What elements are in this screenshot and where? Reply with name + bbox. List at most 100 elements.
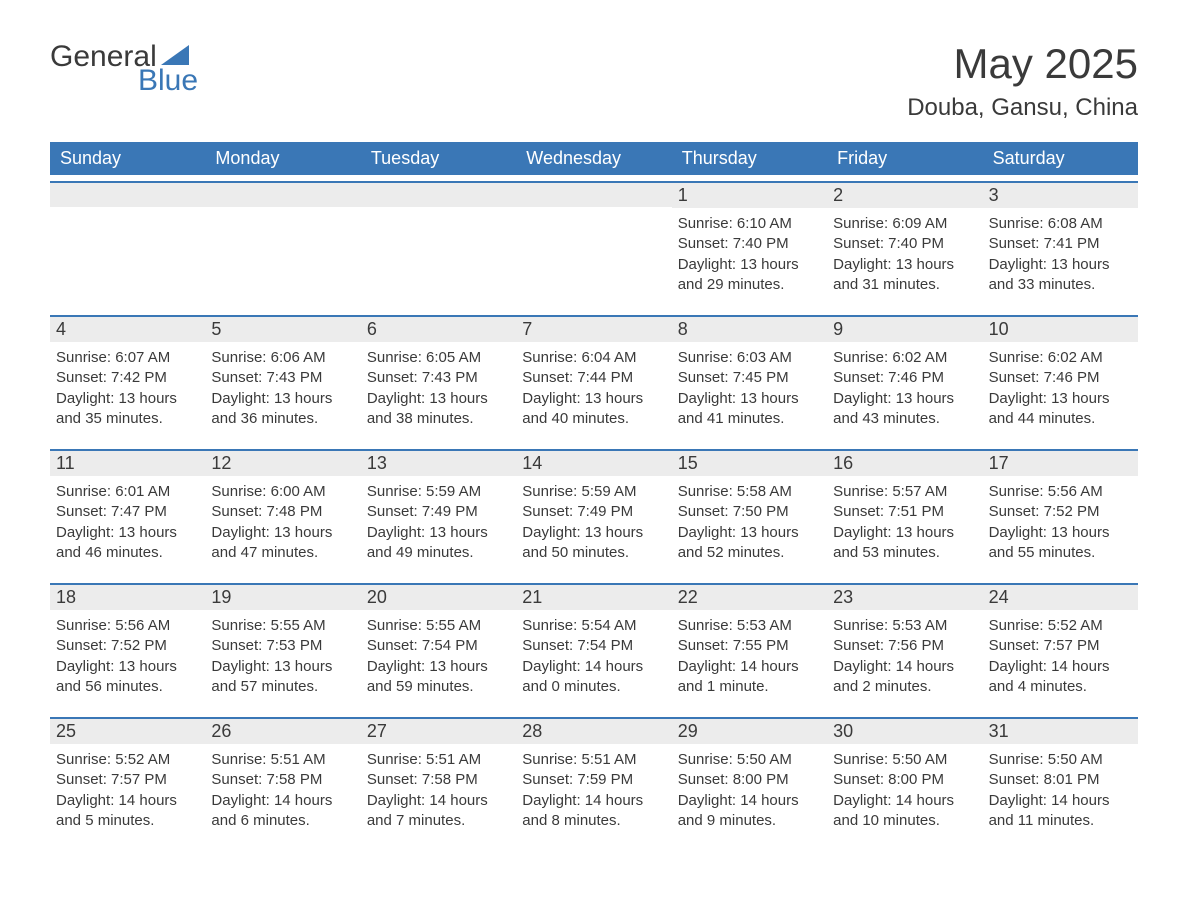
sunset-line: Sunset: 7:49 PM xyxy=(522,502,665,522)
daylight-line: Daylight: 13 hours and 43 minutes. xyxy=(833,389,976,430)
week-row: 18Sunrise: 5:56 AMSunset: 7:52 PMDayligh… xyxy=(50,583,1138,711)
weekday-header: Thursday xyxy=(672,142,827,175)
day-cell: 15Sunrise: 5:58 AMSunset: 7:50 PMDayligh… xyxy=(672,449,827,577)
sunrise-line: Sunrise: 5:55 AM xyxy=(211,616,354,636)
sunset-line: Sunset: 7:41 PM xyxy=(989,234,1132,254)
day-number: 22 xyxy=(672,583,827,610)
day-details: Sunrise: 5:55 AMSunset: 7:54 PMDaylight:… xyxy=(361,610,516,697)
sunset-line: Sunset: 7:42 PM xyxy=(56,368,199,388)
daylight-line: Daylight: 13 hours and 53 minutes. xyxy=(833,523,976,564)
sunset-line: Sunset: 7:57 PM xyxy=(989,636,1132,656)
weekday-header-row: SundayMondayTuesdayWednesdayThursdayFrid… xyxy=(50,142,1138,175)
page-header: General Blue May 2025 Douba, Gansu, Chin… xyxy=(50,40,1138,122)
day-details: Sunrise: 5:55 AMSunset: 7:53 PMDaylight:… xyxy=(205,610,360,697)
sunrise-line: Sunrise: 5:57 AM xyxy=(833,482,976,502)
day-number: 6 xyxy=(361,315,516,342)
day-number xyxy=(205,181,360,207)
day-number: 1 xyxy=(672,181,827,208)
day-cell: 18Sunrise: 5:56 AMSunset: 7:52 PMDayligh… xyxy=(50,583,205,711)
day-cell: 24Sunrise: 5:52 AMSunset: 7:57 PMDayligh… xyxy=(983,583,1138,711)
sunset-line: Sunset: 7:57 PM xyxy=(56,770,199,790)
day-cell: 13Sunrise: 5:59 AMSunset: 7:49 PMDayligh… xyxy=(361,449,516,577)
day-details: Sunrise: 5:50 AMSunset: 8:00 PMDaylight:… xyxy=(827,744,982,831)
daylight-line: Daylight: 13 hours and 47 minutes. xyxy=(211,523,354,564)
day-number: 17 xyxy=(983,449,1138,476)
day-number: 2 xyxy=(827,181,982,208)
daylight-line: Daylight: 13 hours and 35 minutes. xyxy=(56,389,199,430)
day-cell: 11Sunrise: 6:01 AMSunset: 7:47 PMDayligh… xyxy=(50,449,205,577)
day-details: Sunrise: 5:50 AMSunset: 8:01 PMDaylight:… xyxy=(983,744,1138,831)
daylight-line: Daylight: 14 hours and 2 minutes. xyxy=(833,657,976,698)
daylight-line: Daylight: 13 hours and 41 minutes. xyxy=(678,389,821,430)
sunset-line: Sunset: 7:40 PM xyxy=(678,234,821,254)
day-details: Sunrise: 5:56 AMSunset: 7:52 PMDaylight:… xyxy=(50,610,205,697)
sunrise-line: Sunrise: 5:53 AM xyxy=(678,616,821,636)
sunset-line: Sunset: 7:54 PM xyxy=(522,636,665,656)
day-cell: 22Sunrise: 5:53 AMSunset: 7:55 PMDayligh… xyxy=(672,583,827,711)
daylight-line: Daylight: 14 hours and 1 minute. xyxy=(678,657,821,698)
daylight-line: Daylight: 13 hours and 31 minutes. xyxy=(833,255,976,296)
day-number: 31 xyxy=(983,717,1138,744)
day-number: 11 xyxy=(50,449,205,476)
daylight-line: Daylight: 13 hours and 29 minutes. xyxy=(678,255,821,296)
day-cell: 17Sunrise: 5:56 AMSunset: 7:52 PMDayligh… xyxy=(983,449,1138,577)
day-number: 10 xyxy=(983,315,1138,342)
day-number: 16 xyxy=(827,449,982,476)
sunset-line: Sunset: 7:56 PM xyxy=(833,636,976,656)
sunrise-line: Sunrise: 6:02 AM xyxy=(833,348,976,368)
day-number: 5 xyxy=(205,315,360,342)
day-number: 4 xyxy=(50,315,205,342)
day-details: Sunrise: 5:51 AMSunset: 7:59 PMDaylight:… xyxy=(516,744,671,831)
daylight-line: Daylight: 13 hours and 50 minutes. xyxy=(522,523,665,564)
day-cell: 28Sunrise: 5:51 AMSunset: 7:59 PMDayligh… xyxy=(516,717,671,845)
daylight-line: Daylight: 14 hours and 7 minutes. xyxy=(367,791,510,832)
sunrise-line: Sunrise: 6:07 AM xyxy=(56,348,199,368)
sunset-line: Sunset: 7:46 PM xyxy=(833,368,976,388)
location-text: Douba, Gansu, China xyxy=(907,94,1138,122)
sunrise-line: Sunrise: 5:50 AM xyxy=(989,750,1132,770)
day-number: 3 xyxy=(983,181,1138,208)
day-cell: 23Sunrise: 5:53 AMSunset: 7:56 PMDayligh… xyxy=(827,583,982,711)
sunset-line: Sunset: 8:00 PM xyxy=(678,770,821,790)
day-cell-empty xyxy=(361,181,516,309)
sunrise-line: Sunrise: 5:50 AM xyxy=(678,750,821,770)
sunrise-line: Sunrise: 6:08 AM xyxy=(989,214,1132,234)
sunset-line: Sunset: 7:53 PM xyxy=(211,636,354,656)
week-row: 11Sunrise: 6:01 AMSunset: 7:47 PMDayligh… xyxy=(50,449,1138,577)
sunrise-line: Sunrise: 5:51 AM xyxy=(211,750,354,770)
sunrise-line: Sunrise: 5:51 AM xyxy=(367,750,510,770)
day-number: 13 xyxy=(361,449,516,476)
day-number: 9 xyxy=(827,315,982,342)
day-details: Sunrise: 6:08 AMSunset: 7:41 PMDaylight:… xyxy=(983,208,1138,295)
day-number: 25 xyxy=(50,717,205,744)
daylight-line: Daylight: 14 hours and 9 minutes. xyxy=(678,791,821,832)
day-cell: 1Sunrise: 6:10 AMSunset: 7:40 PMDaylight… xyxy=(672,181,827,309)
sunset-line: Sunset: 7:50 PM xyxy=(678,502,821,522)
daylight-line: Daylight: 13 hours and 38 minutes. xyxy=(367,389,510,430)
day-cell: 27Sunrise: 5:51 AMSunset: 7:58 PMDayligh… xyxy=(361,717,516,845)
day-cell: 2Sunrise: 6:09 AMSunset: 7:40 PMDaylight… xyxy=(827,181,982,309)
sunrise-line: Sunrise: 5:56 AM xyxy=(56,616,199,636)
sunset-line: Sunset: 7:59 PM xyxy=(522,770,665,790)
day-number: 18 xyxy=(50,583,205,610)
day-details: Sunrise: 6:04 AMSunset: 7:44 PMDaylight:… xyxy=(516,342,671,429)
day-details: Sunrise: 5:52 AMSunset: 7:57 PMDaylight:… xyxy=(50,744,205,831)
day-details: Sunrise: 6:06 AMSunset: 7:43 PMDaylight:… xyxy=(205,342,360,429)
week-row: 25Sunrise: 5:52 AMSunset: 7:57 PMDayligh… xyxy=(50,717,1138,845)
day-details: Sunrise: 6:10 AMSunset: 7:40 PMDaylight:… xyxy=(672,208,827,295)
day-cell: 19Sunrise: 5:55 AMSunset: 7:53 PMDayligh… xyxy=(205,583,360,711)
sunset-line: Sunset: 7:40 PM xyxy=(833,234,976,254)
day-details: Sunrise: 6:05 AMSunset: 7:43 PMDaylight:… xyxy=(361,342,516,429)
sunrise-line: Sunrise: 5:52 AM xyxy=(989,616,1132,636)
sunset-line: Sunset: 7:52 PM xyxy=(56,636,199,656)
day-details: Sunrise: 5:50 AMSunset: 8:00 PMDaylight:… xyxy=(672,744,827,831)
weekday-header: Saturday xyxy=(983,142,1138,175)
weekday-header: Wednesday xyxy=(516,142,671,175)
daylight-line: Daylight: 14 hours and 0 minutes. xyxy=(522,657,665,698)
day-cell: 12Sunrise: 6:00 AMSunset: 7:48 PMDayligh… xyxy=(205,449,360,577)
day-details: Sunrise: 5:54 AMSunset: 7:54 PMDaylight:… xyxy=(516,610,671,697)
day-cell: 10Sunrise: 6:02 AMSunset: 7:46 PMDayligh… xyxy=(983,315,1138,443)
daylight-line: Daylight: 14 hours and 8 minutes. xyxy=(522,791,665,832)
daylight-line: Daylight: 13 hours and 33 minutes. xyxy=(989,255,1132,296)
day-details: Sunrise: 5:53 AMSunset: 7:55 PMDaylight:… xyxy=(672,610,827,697)
